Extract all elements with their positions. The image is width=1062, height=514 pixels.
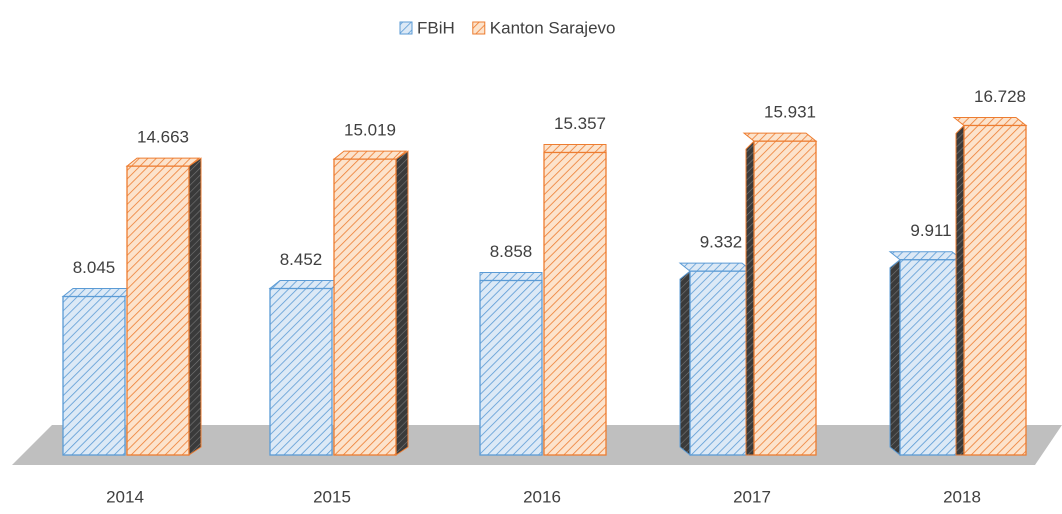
bar-side: [395, 150, 409, 456]
data-label: 15.931: [764, 103, 816, 122]
bar: [62, 295, 126, 456]
bar-top: [61, 288, 137, 298]
bar-side: [955, 124, 965, 456]
bar: [333, 158, 397, 456]
bar: [963, 124, 1027, 456]
data-label: 16.728: [974, 87, 1026, 106]
data-label: 9.332: [700, 233, 743, 252]
bar: [899, 259, 963, 456]
bar-top: [952, 116, 1028, 126]
bar-side: [679, 270, 691, 457]
legend-swatch: [472, 21, 486, 35]
bar-top: [332, 150, 408, 160]
bar-top: [268, 279, 344, 289]
bar-side: [745, 139, 755, 456]
legend-label: Kanton Sarajevo: [490, 18, 616, 37]
bar-top: [742, 132, 818, 142]
data-label: 15.019: [344, 121, 396, 140]
data-label: 8.452: [280, 250, 323, 269]
data-label: 15.357: [554, 114, 606, 133]
bar: [689, 270, 753, 456]
bar-top: [125, 157, 201, 167]
legend-swatch: [399, 21, 413, 35]
bar: [126, 165, 190, 456]
bar: [479, 279, 543, 456]
bar-top: [678, 262, 754, 272]
bar-top: [543, 143, 607, 153]
data-label: 9.911: [910, 221, 951, 240]
x-tick-label: 2015: [313, 487, 351, 506]
x-tick-label: 2018: [943, 487, 981, 506]
data-label: 8.045: [73, 258, 116, 277]
bar-top: [888, 251, 964, 261]
bar-side: [889, 258, 901, 457]
data-label: 14.663: [137, 128, 189, 147]
x-tick-label: 2017: [733, 487, 771, 506]
bar-top: [479, 271, 543, 281]
legend-label: FBiH: [417, 18, 455, 37]
bar: [543, 151, 607, 456]
bar: [269, 287, 333, 456]
bar: [753, 140, 817, 456]
bar-side: [188, 157, 202, 456]
data-label: 8.858: [490, 242, 533, 261]
x-tick-label: 2016: [523, 487, 561, 506]
x-tick-label: 2014: [106, 487, 144, 506]
